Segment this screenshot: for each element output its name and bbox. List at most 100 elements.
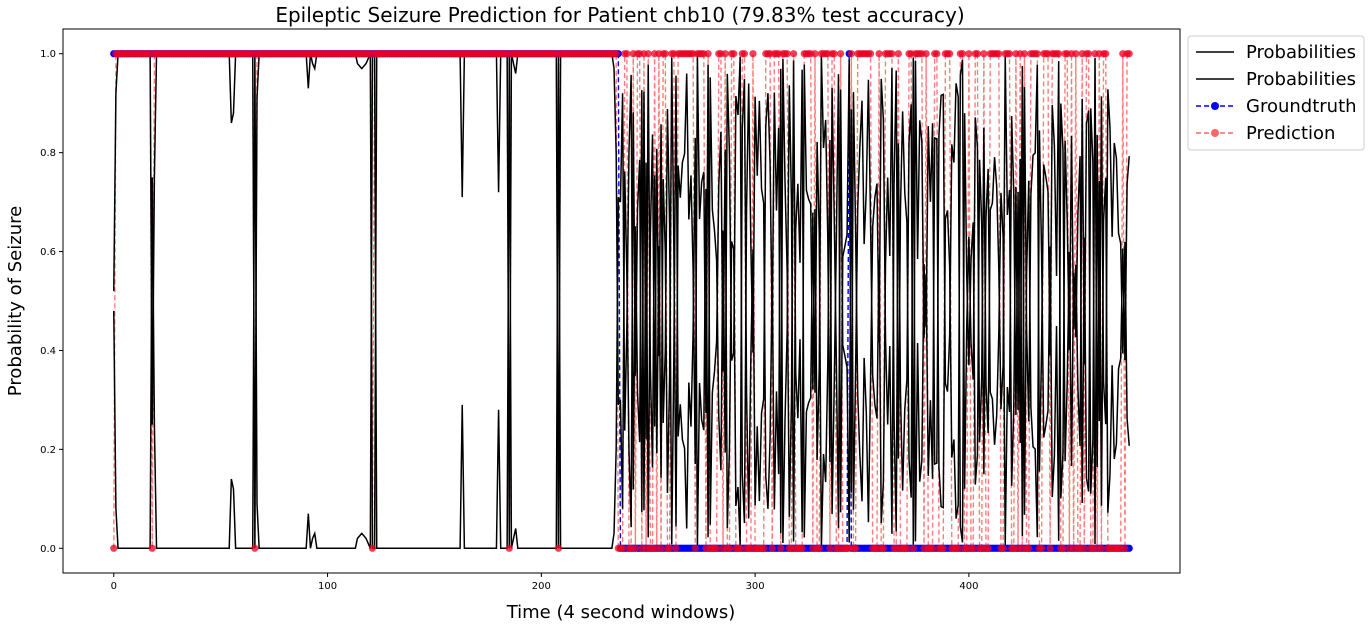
legend-marker-prediction — [1211, 129, 1219, 137]
prediction-point — [783, 50, 791, 58]
prediction-point — [368, 544, 377, 552]
x-tick-label: 100 — [318, 581, 337, 592]
prediction-point — [644, 50, 652, 58]
prediction-point — [631, 544, 640, 552]
prediction-point — [847, 50, 855, 58]
prediction-markers — [110, 50, 1133, 552]
x-tick-label: 300 — [746, 581, 765, 592]
prediction-point — [691, 544, 699, 552]
prediction-point — [777, 544, 785, 552]
prediction-point — [1046, 544, 1054, 552]
prediction-point — [1055, 50, 1063, 58]
prediction-point — [980, 50, 988, 58]
y-tick-label: 1.0 — [40, 49, 56, 60]
plot-area — [110, 50, 1133, 552]
y-tick-label: 0.8 — [40, 148, 56, 159]
prediction-point — [148, 544, 156, 552]
prediction-point — [505, 544, 513, 552]
prediction-point — [973, 50, 982, 58]
prediction-point — [811, 50, 819, 58]
prediction-point — [1125, 50, 1133, 58]
legend-box — [1187, 35, 1365, 151]
prediction-point — [1033, 50, 1041, 58]
plot-frame — [62, 28, 1181, 574]
y-axis-title: Probability of Seizure — [5, 206, 26, 396]
x-axis: 0 100 200 300 400 — [111, 573, 978, 592]
prediction-point — [1020, 50, 1029, 58]
prediction-point — [704, 50, 712, 58]
prediction-point — [879, 544, 887, 552]
prediction-point — [995, 50, 1003, 58]
prediction-point — [251, 544, 259, 552]
prediction-point — [954, 544, 962, 552]
x-tick-label: 400 — [959, 581, 978, 592]
legend-label-prediction: Prediction — [1246, 123, 1335, 144]
prediction-point — [554, 544, 563, 552]
prediction-point — [1085, 50, 1093, 58]
prediction-point — [749, 50, 757, 58]
prediction-point — [999, 544, 1007, 552]
legend: Probabilities Probabilities Groundtruth … — [1187, 35, 1365, 151]
y-tick-label: 0.0 — [40, 544, 56, 555]
prediction-point — [713, 544, 721, 552]
y-tick-label: 0.4 — [40, 346, 56, 357]
prediction-point — [1059, 544, 1067, 552]
prediction-point — [922, 50, 930, 58]
prediction-point — [939, 544, 947, 552]
prediction-point — [736, 544, 744, 552]
prediction-point — [768, 544, 776, 552]
prediction-point — [110, 544, 118, 552]
prediction-point — [969, 544, 977, 552]
legend-label-probabilities-1: Probabilities — [1246, 42, 1356, 63]
prediction-point — [894, 50, 902, 58]
x-axis-title: Time (4 second windows) — [506, 602, 736, 623]
prediction-point — [760, 544, 768, 552]
y-tick-label: 0.6 — [40, 247, 56, 258]
prediction-point — [1102, 50, 1110, 58]
prediction-point — [798, 544, 806, 552]
prediction-point — [1121, 544, 1129, 552]
prediction-point — [928, 544, 937, 552]
prediction-point — [789, 50, 798, 58]
legend-marker-groundtruth — [1211, 102, 1219, 110]
prediction-point — [866, 50, 875, 58]
prediction-point — [888, 50, 896, 58]
prediction-point — [1080, 544, 1088, 552]
prediction-point — [1025, 544, 1033, 552]
prediction-point — [958, 50, 967, 58]
prediction-point — [837, 50, 845, 58]
prediction-point — [875, 50, 883, 58]
legend-label-probabilities-2: Probabilities — [1246, 69, 1356, 90]
prediction-point — [672, 544, 680, 552]
prediction-point — [830, 50, 838, 58]
prediction-point — [618, 544, 627, 552]
prediction-point — [657, 544, 665, 552]
prediction-point — [1037, 544, 1046, 552]
prediction-point — [903, 544, 911, 552]
prediction-point — [909, 544, 917, 552]
prediction-point — [933, 50, 941, 58]
y-tick-label: 0.2 — [40, 445, 56, 456]
prediction-point — [740, 50, 749, 58]
prediction-point — [1072, 50, 1080, 58]
x-tick-label: 0 — [111, 581, 117, 592]
legend-label-groundtruth: Groundtruth — [1246, 96, 1357, 117]
chart-title: Epileptic Seizure Prediction for Patient… — [275, 3, 964, 27]
prediction-point — [623, 50, 631, 58]
prediction-point — [612, 50, 620, 58]
prediction-point — [721, 50, 729, 58]
probabilities-line-2 — [113, 52, 1130, 550]
prediction-point — [661, 50, 669, 58]
y-axis: 0.0 0.2 0.4 0.6 0.8 1.0 — [40, 49, 63, 555]
prediction-point — [725, 544, 734, 552]
prediction-point — [1097, 544, 1106, 552]
prediction-point — [666, 544, 674, 552]
prediction-point — [826, 544, 834, 552]
prediction-point — [730, 50, 738, 58]
prediction-point — [1005, 50, 1014, 58]
prediction-point — [851, 544, 860, 552]
prediction-point — [965, 50, 973, 58]
prediction-point — [984, 544, 992, 552]
